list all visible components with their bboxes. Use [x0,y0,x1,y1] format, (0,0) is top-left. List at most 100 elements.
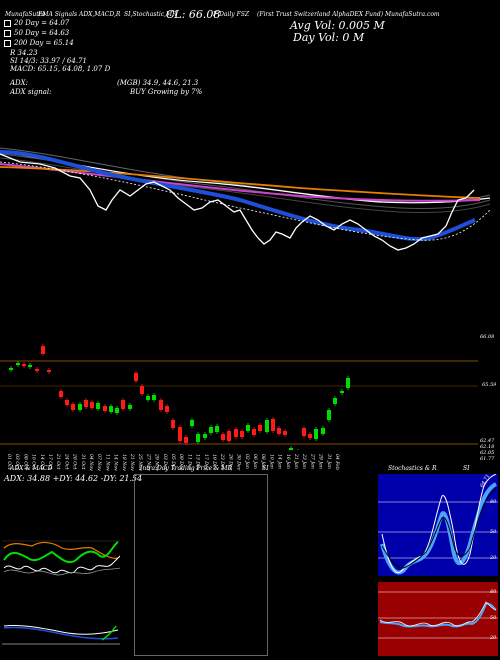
intraday-panel [134,474,268,656]
rsi-tick-20: 20 [490,635,497,641]
date-label: 02 Jan [244,454,250,469]
date-label: 31 Jan [326,454,332,469]
close-price-line [0,153,475,251]
date-label: 31 Oct [80,454,86,470]
rsi-blue-line [379,602,497,628]
date-label: 08 Jan [260,454,266,469]
date-label: 16 Jan [285,454,291,469]
stoch-tick-50: 50 [490,529,497,535]
date-label: 14 Jan [277,454,283,469]
company-name: (First Trust Switzerland AlphaDEX Fund) … [257,11,440,18]
symbol-label: F Daily FSZ [213,11,250,18]
ema200-swatch [4,39,11,47]
ema50-swatch [4,29,11,37]
adx-macd-values: ADX: 34.88 +DY: 44.62 -DY: 21.54 [4,474,143,483]
adx-label: ADX: [10,79,29,87]
date-label: 07 Nov [96,454,102,471]
date-label: 01 Oct [6,454,12,470]
adx-signal-label: ADX signal: [10,88,52,96]
stochastics-panel [378,474,498,576]
adx-values: (MGB) 34.9, 44.6, 21.3 [117,79,199,87]
adx-orange-line [3,541,119,559]
date-label: 03 Dec [162,454,168,471]
rsi-tick-50: 50 [490,615,497,621]
adx-macd-title: ADX & MACD [10,465,53,472]
rsi-panel [378,582,498,656]
date-label: 30 Dec [236,454,242,471]
stoch-white-line [381,474,497,574]
date-label: 27 Jan [309,453,315,469]
ema-thin-line-3 [0,157,491,214]
price-label-low-4: 61.77 [480,456,495,462]
legend-macd: MACD: 65.15, 64.08, 1.07 D [10,65,111,73]
ema-dotted-line [0,161,491,241]
date-label: 17 Dec [203,454,209,471]
legend-si: SI 14/3: 33.97 / 64.71 [10,57,87,65]
date-axis: 01 Oct 03 Oct 08 Oct 10 Oct 14 Oct 17 Oct 21 O… [6,453,340,471]
date-label: 10 Jan [268,454,274,469]
price-label-low-1: 62.47 [480,438,495,444]
date-label: 03 Oct [14,454,20,470]
rsi-white-line [379,601,497,627]
rsi-tick-80: 80 [490,589,497,595]
adx-panel [2,540,120,576]
date-label: 29 Nov [154,453,160,471]
date-label: 04 Nov [88,454,94,471]
si-label: SI,Stochastic,MR [124,11,177,18]
ema20-line [0,150,476,242]
intraday-title: Intra Day Trading Price & MR [140,465,233,472]
stoch-tick-80: 80 [490,499,497,505]
legend-ema50: 50 Day = 64.63 [4,29,69,37]
stoch-black-line [381,487,497,569]
brand-label: MunafaSutra [5,11,46,18]
date-label: 17 Oct [47,454,53,470]
adx-signal-value: BUY Growing by 7% [130,88,203,96]
avg-volume: Avg Vol: 0.005 M [290,19,385,32]
date-label: 27 Nov [145,453,151,471]
ema-magenta-line [0,163,481,202]
date-label: 05 Dec [170,454,176,471]
date-label: 13 Dec [195,454,201,471]
date-label: 18 Nov [121,454,127,471]
price-label-low-3: 62.05 [480,450,495,456]
date-label: 25 Nov [137,453,143,471]
stochastics-si: SI [463,465,470,472]
ema200-line [0,166,481,199]
indicators-label: EMA Signals ADX,MACD,R [38,11,121,18]
macd-white-line [3,625,119,635]
legend-ema20: 20 Day = 64.07 [4,19,69,27]
stoch-tick-20: 20 [490,555,497,561]
date-label: 29 Jan [318,453,324,469]
date-label: 26 Dec [227,453,233,471]
intraday-si: SI [262,465,269,472]
date-label: 06 Jan [252,454,258,469]
date-label: 28 Oct [72,453,78,470]
ema-chart [0,147,491,251]
date-label: 04 Feb [334,454,340,470]
date-label: 14 Oct [39,454,45,470]
date-label: 11 Dec [186,454,192,471]
legend-rsi: R 34.23 [10,49,38,57]
day-volume: Day Vol: 0 M [293,31,365,44]
date-label: 08 Oct [22,454,28,470]
macd-panel [2,625,120,645]
date-label: 09 Dec [178,454,184,471]
adx-white-line [3,555,120,574]
close-price: CL: 66.08 [166,8,221,21]
price-label-top: 66.08 [480,334,495,340]
date-label: 21 Oct [55,453,61,470]
date-label: 23 Jan [301,453,307,469]
adx-gray-line [3,567,120,576]
legend-ema200: 200 Day = 65.14 [4,39,74,47]
candlestick-chart [0,344,478,450]
price-label-mid: 65.59 [482,382,497,388]
date-label: 21 Nov [129,453,135,471]
date-label: 21 Jan [293,453,299,469]
date-label: 10 Oct [31,454,37,470]
date-label: 24 Oct [63,453,69,470]
adx-green-line [3,541,119,564]
date-label: 14 Nov [113,454,119,471]
ema20-swatch [4,19,11,27]
date-label: 23 Dec [219,453,225,471]
date-label: 19 Dec [211,454,217,471]
